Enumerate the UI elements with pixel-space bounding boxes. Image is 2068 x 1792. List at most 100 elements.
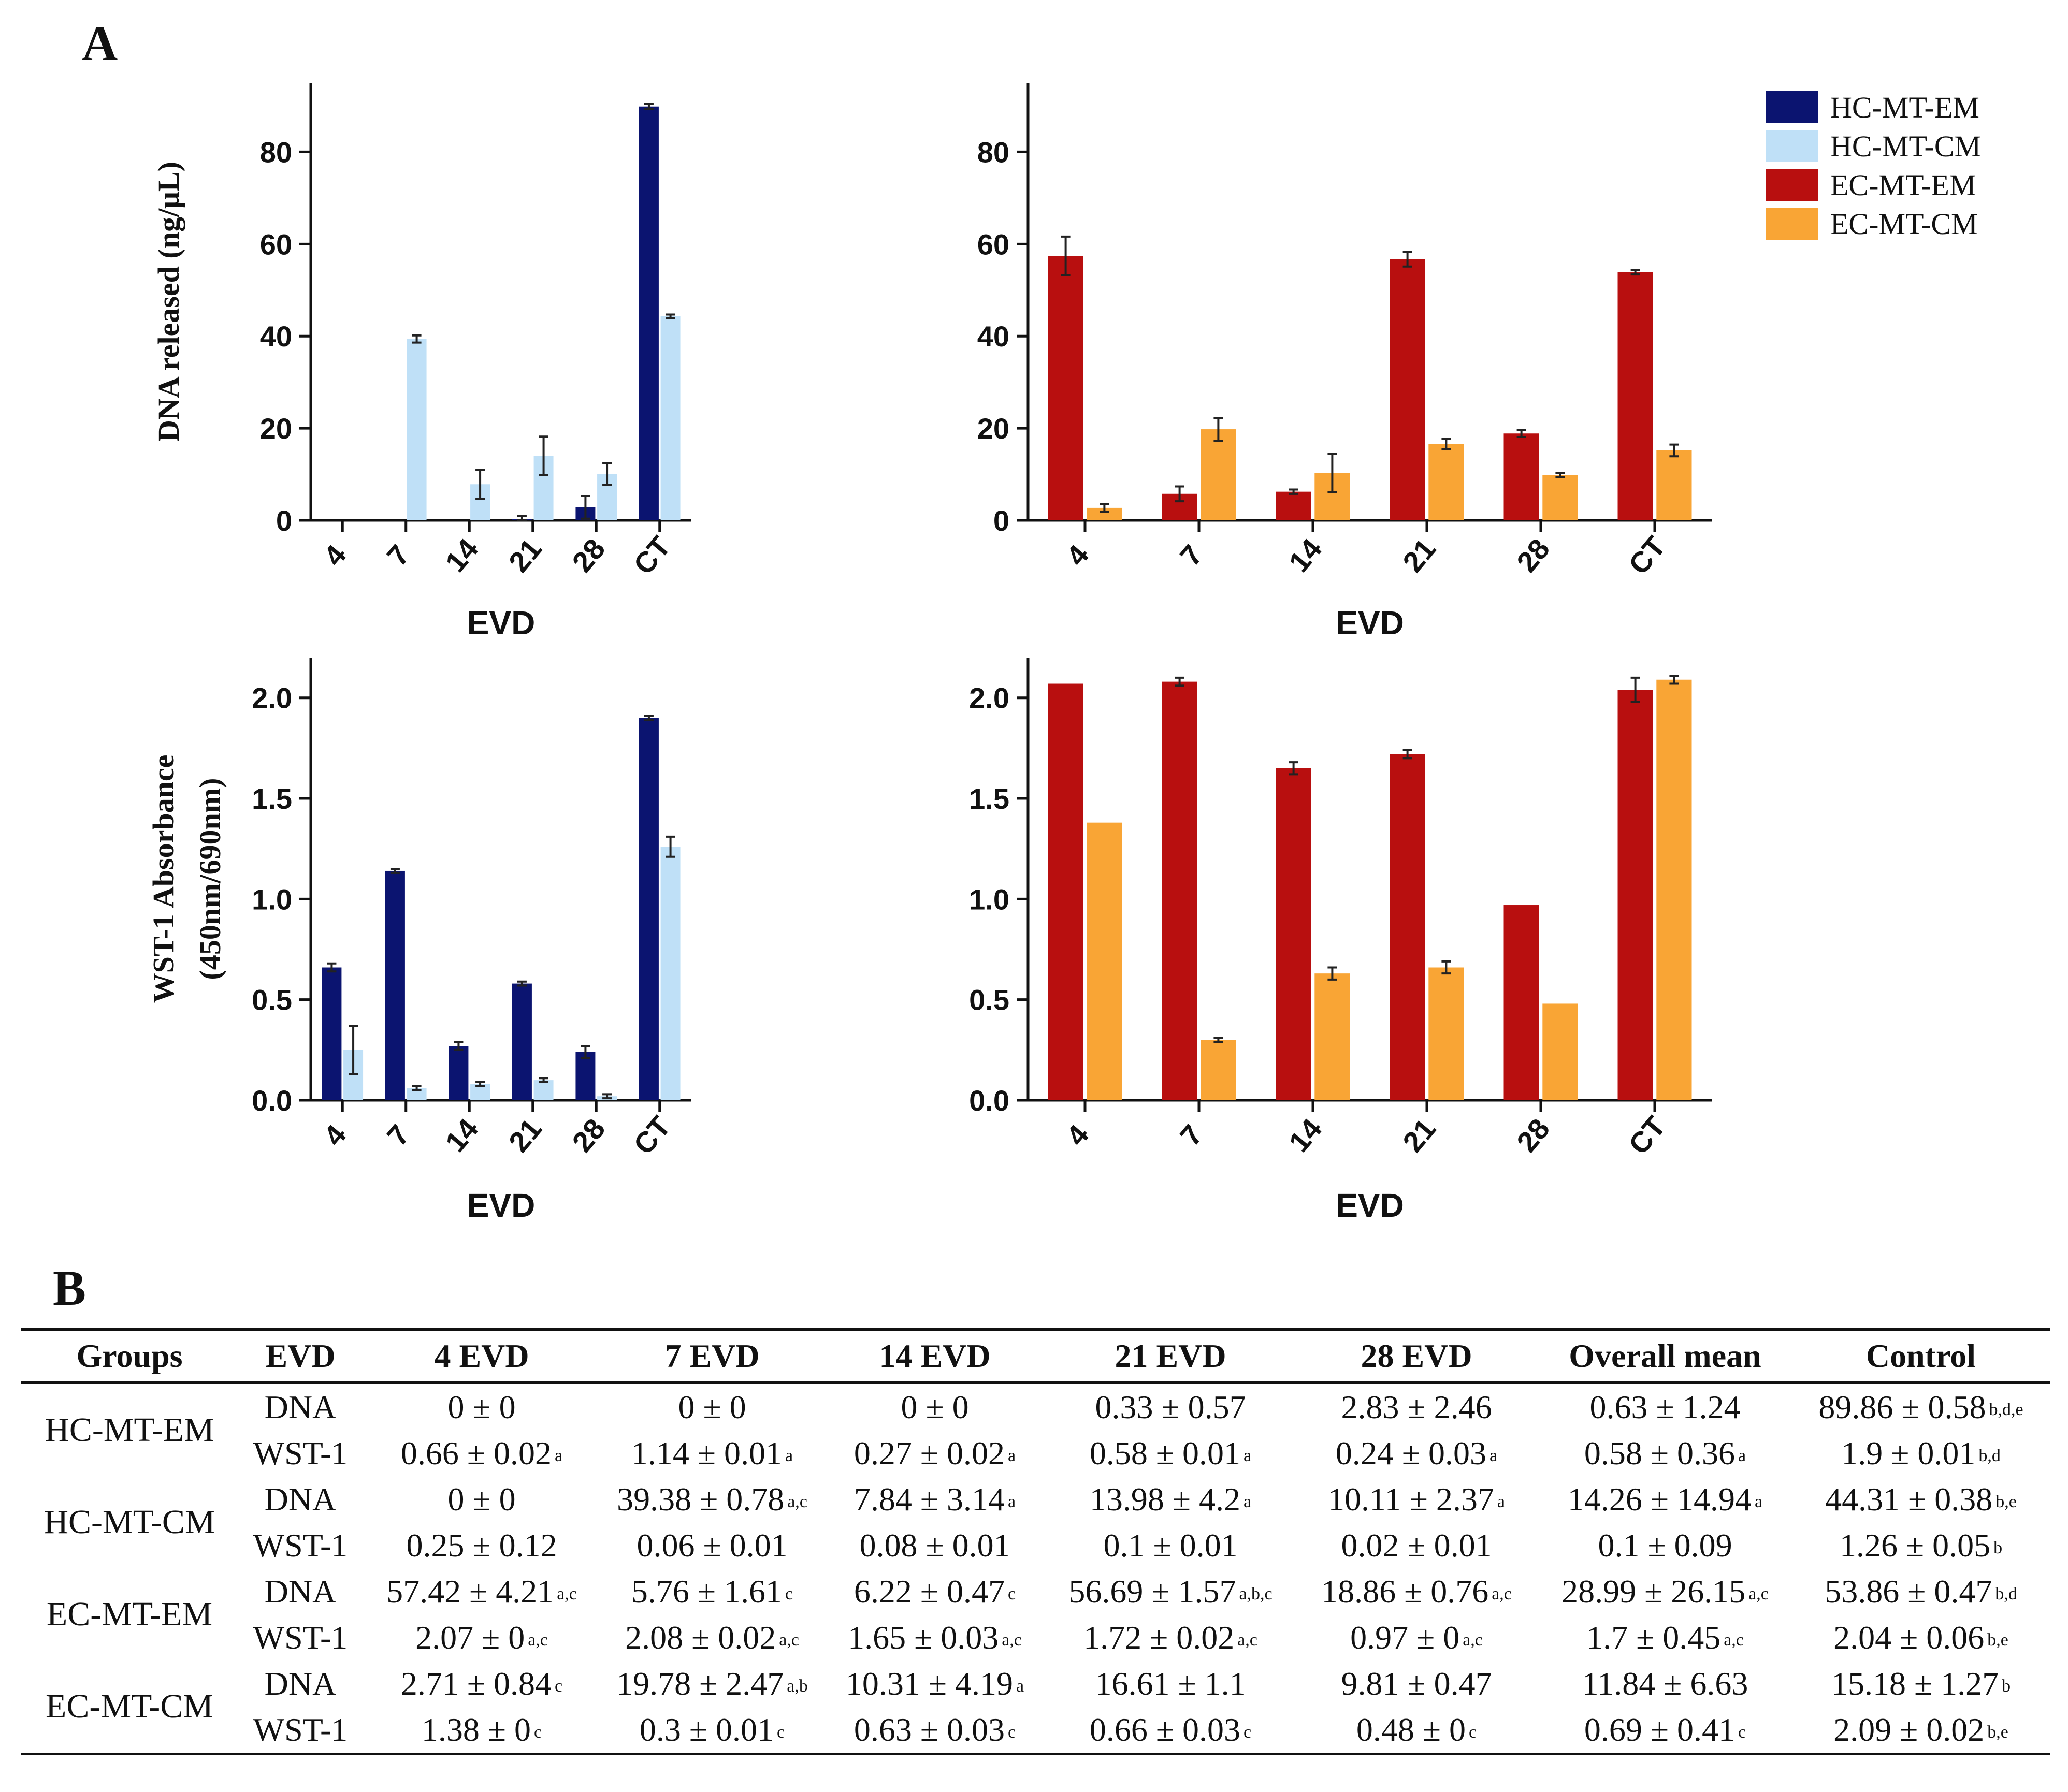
bar-hc-mt-em: [639, 106, 659, 521]
significance-mark: a,c: [1002, 1630, 1022, 1650]
cell-value: 1.26 ± 0.05: [1839, 1526, 1991, 1564]
table-cell: 44.31 ± 0.38 b,e: [1792, 1476, 2050, 1522]
group-name: HC-MT-CM: [44, 1503, 215, 1541]
bar-ec-mt-em: [1390, 754, 1425, 1100]
significance-mark: b,e: [1987, 1722, 2008, 1742]
x-axis-label: EVD: [1336, 1187, 1404, 1224]
measure-label: DNA: [264, 1480, 337, 1518]
cell-value: 0 ± 0: [901, 1388, 969, 1425]
table-cell: 57.42 ± 4.21 a,c: [363, 1568, 601, 1614]
table-row: EC-MT-EM DNA 57.42 ± 4.21 a,c 5.76 ± 1.61 c 6.…: [21, 1568, 2050, 1634]
x-tick-label: 21: [502, 532, 548, 578]
table-cell: 0 ± 0: [601, 1383, 823, 1431]
cell-value: 28.99 ± 26.15: [1561, 1572, 1746, 1610]
y-tick-label: 60: [260, 228, 292, 260]
table-cell: 2.83 ± 2.46: [1295, 1383, 1538, 1431]
x-tick-label: 21: [1396, 1112, 1442, 1158]
x-tick-label: CT: [1622, 530, 1672, 581]
legend-swatch: [1766, 169, 1818, 201]
measure-label: WST-1: [253, 1619, 348, 1656]
cell-value: 5.76 ± 1.61: [631, 1572, 783, 1610]
significance-mark: a,c: [1724, 1630, 1744, 1650]
table-row: EC-MT-CM DNA 2.71 ± 0.84 c 19.78 ± 2.47 a,b 10…: [21, 1660, 2050, 1726]
significance-mark: c: [777, 1722, 785, 1742]
cell-value: 1.72 ± 0.02: [1083, 1619, 1235, 1656]
x-tick-label: 28: [1510, 532, 1556, 578]
cell-value: 2.04 ± 0.06: [1833, 1619, 1985, 1656]
cell-value: 14.26 ± 14.94: [1567, 1480, 1752, 1518]
cell-value: 0.63 ± 1.24: [1589, 1388, 1741, 1425]
table-cell: 7.84 ± 3.14 a: [823, 1476, 1046, 1522]
bar-ec-mt-cm: [1428, 967, 1464, 1100]
cell-value: 0.33 ± 0.57: [1095, 1388, 1246, 1425]
table-cell: 0.66 ± 0.03 c: [1046, 1707, 1295, 1754]
cell-value: 0.1 ± 0.01: [1103, 1526, 1238, 1564]
x-tick-label: 7: [1174, 1118, 1209, 1152]
table-cell: 2.08 ± 0.02 a,c: [601, 1614, 823, 1660]
significance-mark: a,c: [557, 1584, 577, 1604]
table-cell: 0.97 ± 0 a,c: [1295, 1614, 1538, 1660]
significance-mark: a: [785, 1446, 793, 1465]
bar-hc-mt-cm: [660, 847, 681, 1100]
cell-value: 89.86 ± 0.58: [1818, 1388, 1986, 1425]
significance-mark: a: [1243, 1446, 1252, 1465]
table-cell: 0.1 ± 0.01: [1046, 1522, 1295, 1568]
table-cell: 39.38 ± 0.78 a,c: [601, 1476, 823, 1522]
table-cell: 1.7 ± 0.45 a,c: [1538, 1614, 1792, 1660]
cell-value: 0.58 ± 0.01: [1089, 1434, 1241, 1472]
measure-label: WST-1: [253, 1526, 348, 1564]
bar-hc-mt-cm: [533, 1080, 554, 1100]
cell-value: 0.25 ± 0.12: [406, 1526, 557, 1564]
y-tick-label: 20: [260, 412, 292, 445]
cell-value: 0.06 ± 0.01: [637, 1526, 788, 1564]
table-cell: 0.24 ± 0.03 a: [1295, 1430, 1538, 1476]
legend-label: HC-MT-CM: [1830, 129, 1982, 163]
table-cell: 16.61 ± 1.1: [1046, 1660, 1295, 1707]
table-cell: 0.58 ± 0.36 a: [1538, 1430, 1792, 1476]
panel-b-label: B: [53, 1260, 86, 1316]
x-tick-label: 7: [381, 1118, 416, 1152]
significance-mark: c: [785, 1584, 793, 1604]
table-header-cell: Overall mean: [1569, 1337, 1761, 1374]
cell-value: 2.09 ± 0.02: [1833, 1711, 1985, 1748]
y-tick-label: 1.5: [252, 782, 292, 815]
bar-ec-mt-em: [1503, 433, 1539, 520]
x-tick-label: 14: [439, 1112, 484, 1158]
table-row: HC-MT-EM DNA 0 ± 0 0 ± 0 0 ± 0 0.33 ± 0.57 2.8…: [21, 1383, 2050, 1449]
bar-ec-mt-cm: [1201, 429, 1236, 520]
table-cell: 14.26 ± 14.94 a: [1538, 1476, 1792, 1522]
y-tick-label: 80: [260, 136, 292, 168]
bar-ec-mt-em: [1162, 681, 1197, 1100]
cell-value: 57.42 ± 4.21: [386, 1572, 554, 1610]
legend-swatch: [1766, 130, 1818, 162]
table-row: WST-1 1.38 ± 0 c 0.3 ± 0.01 c 0.63 ± 0.03 c 0.6…: [21, 1707, 2050, 1754]
cell-value: 11.84 ± 6.63: [1582, 1665, 1748, 1702]
significance-mark: b,e: [1987, 1630, 2008, 1650]
cell-value: 0.63 ± 0.03: [854, 1711, 1005, 1748]
y-tick-label: 1.5: [969, 782, 1009, 815]
table-cell: 0 ± 0: [823, 1383, 1046, 1431]
bar-ec-mt-cm: [1201, 1040, 1236, 1100]
cell-value: 0.66 ± 0.03: [1089, 1711, 1241, 1748]
significance-mark: a,c: [787, 1492, 807, 1511]
x-tick-label: 7: [381, 538, 416, 572]
table-cell: 28.99 ± 26.15 a,c: [1538, 1568, 1792, 1614]
y-tick-label: 1.0: [252, 883, 292, 915]
table-cell: 15.18 ± 1.27 b: [1792, 1660, 2050, 1707]
significance-mark: c: [1738, 1722, 1746, 1742]
table-cell: 0.27 ± 0.02 a: [823, 1430, 1046, 1476]
table-cell: 0.25 ± 0.12: [363, 1522, 601, 1568]
significance-mark: a,b: [787, 1676, 808, 1696]
chart-bottom-right: 0.0 0.5 1.0 1.5 2.0 4 7 14 21 28 CT EVD: [969, 658, 1712, 1224]
table-cell: 0.08 ± 0.01: [823, 1522, 1046, 1568]
table-cell: 2.04 ± 0.06 b,e: [1792, 1614, 2050, 1660]
x-axis-label: EVD: [467, 1187, 536, 1224]
cell-value: 0.48 ± 0: [1356, 1711, 1466, 1748]
y-tick-label: 2.0: [969, 682, 1009, 715]
x-axis-label: EVD: [1336, 604, 1404, 642]
y-tick-label: 20: [977, 412, 1009, 445]
table-cell: 0.63 ± 1.24: [1538, 1383, 1792, 1431]
table-header-cell: EVD: [265, 1337, 336, 1374]
